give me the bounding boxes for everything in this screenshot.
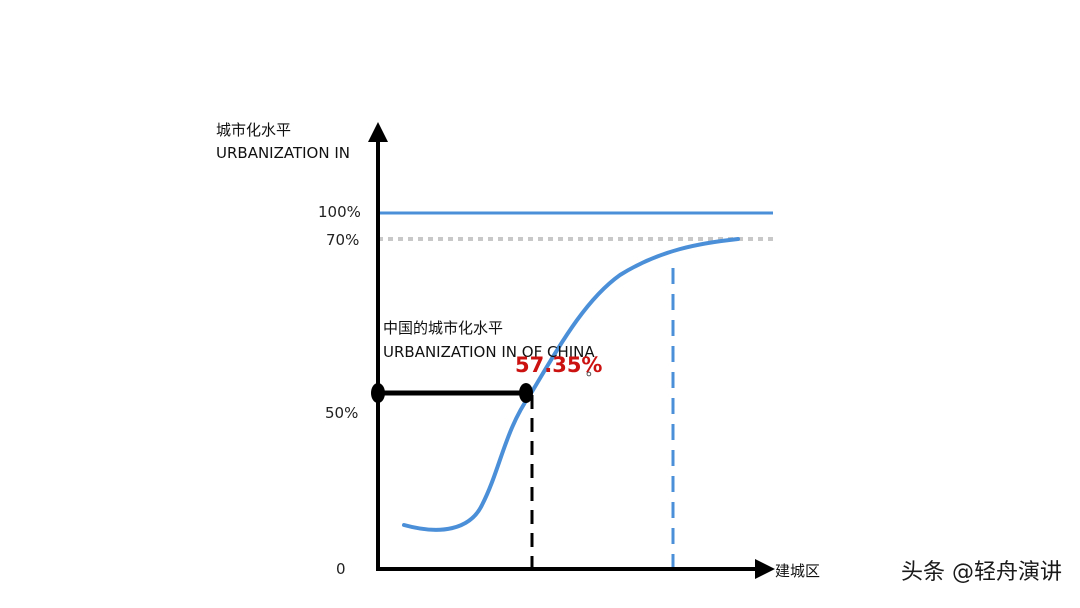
china-annotation-en: URBANIZATION IN OF CHINA — [383, 343, 595, 361]
y-tick-0: 0 — [336, 560, 346, 578]
china-annotation-cn: 中国的城市化水平 — [383, 319, 504, 337]
x-axis-title: 建城区 — [775, 562, 821, 580]
china-urbanization-value: 57.35% — [515, 353, 603, 377]
china-marker-end-dot — [519, 383, 533, 403]
urbanization-s-curve — [402, 237, 740, 532]
y-tick-70: 70% — [326, 231, 360, 249]
y-tick-50: 50% — [325, 404, 359, 422]
china-value-suffix: 。 — [586, 361, 602, 379]
y-axis-title-cn: 城市化水平 — [216, 121, 292, 139]
y-tick-100: 100% — [318, 203, 361, 221]
watermark: 头条 @轻舟演讲 — [901, 560, 1062, 585]
y-axis-title-en: URBANIZATION IN — [216, 144, 350, 162]
